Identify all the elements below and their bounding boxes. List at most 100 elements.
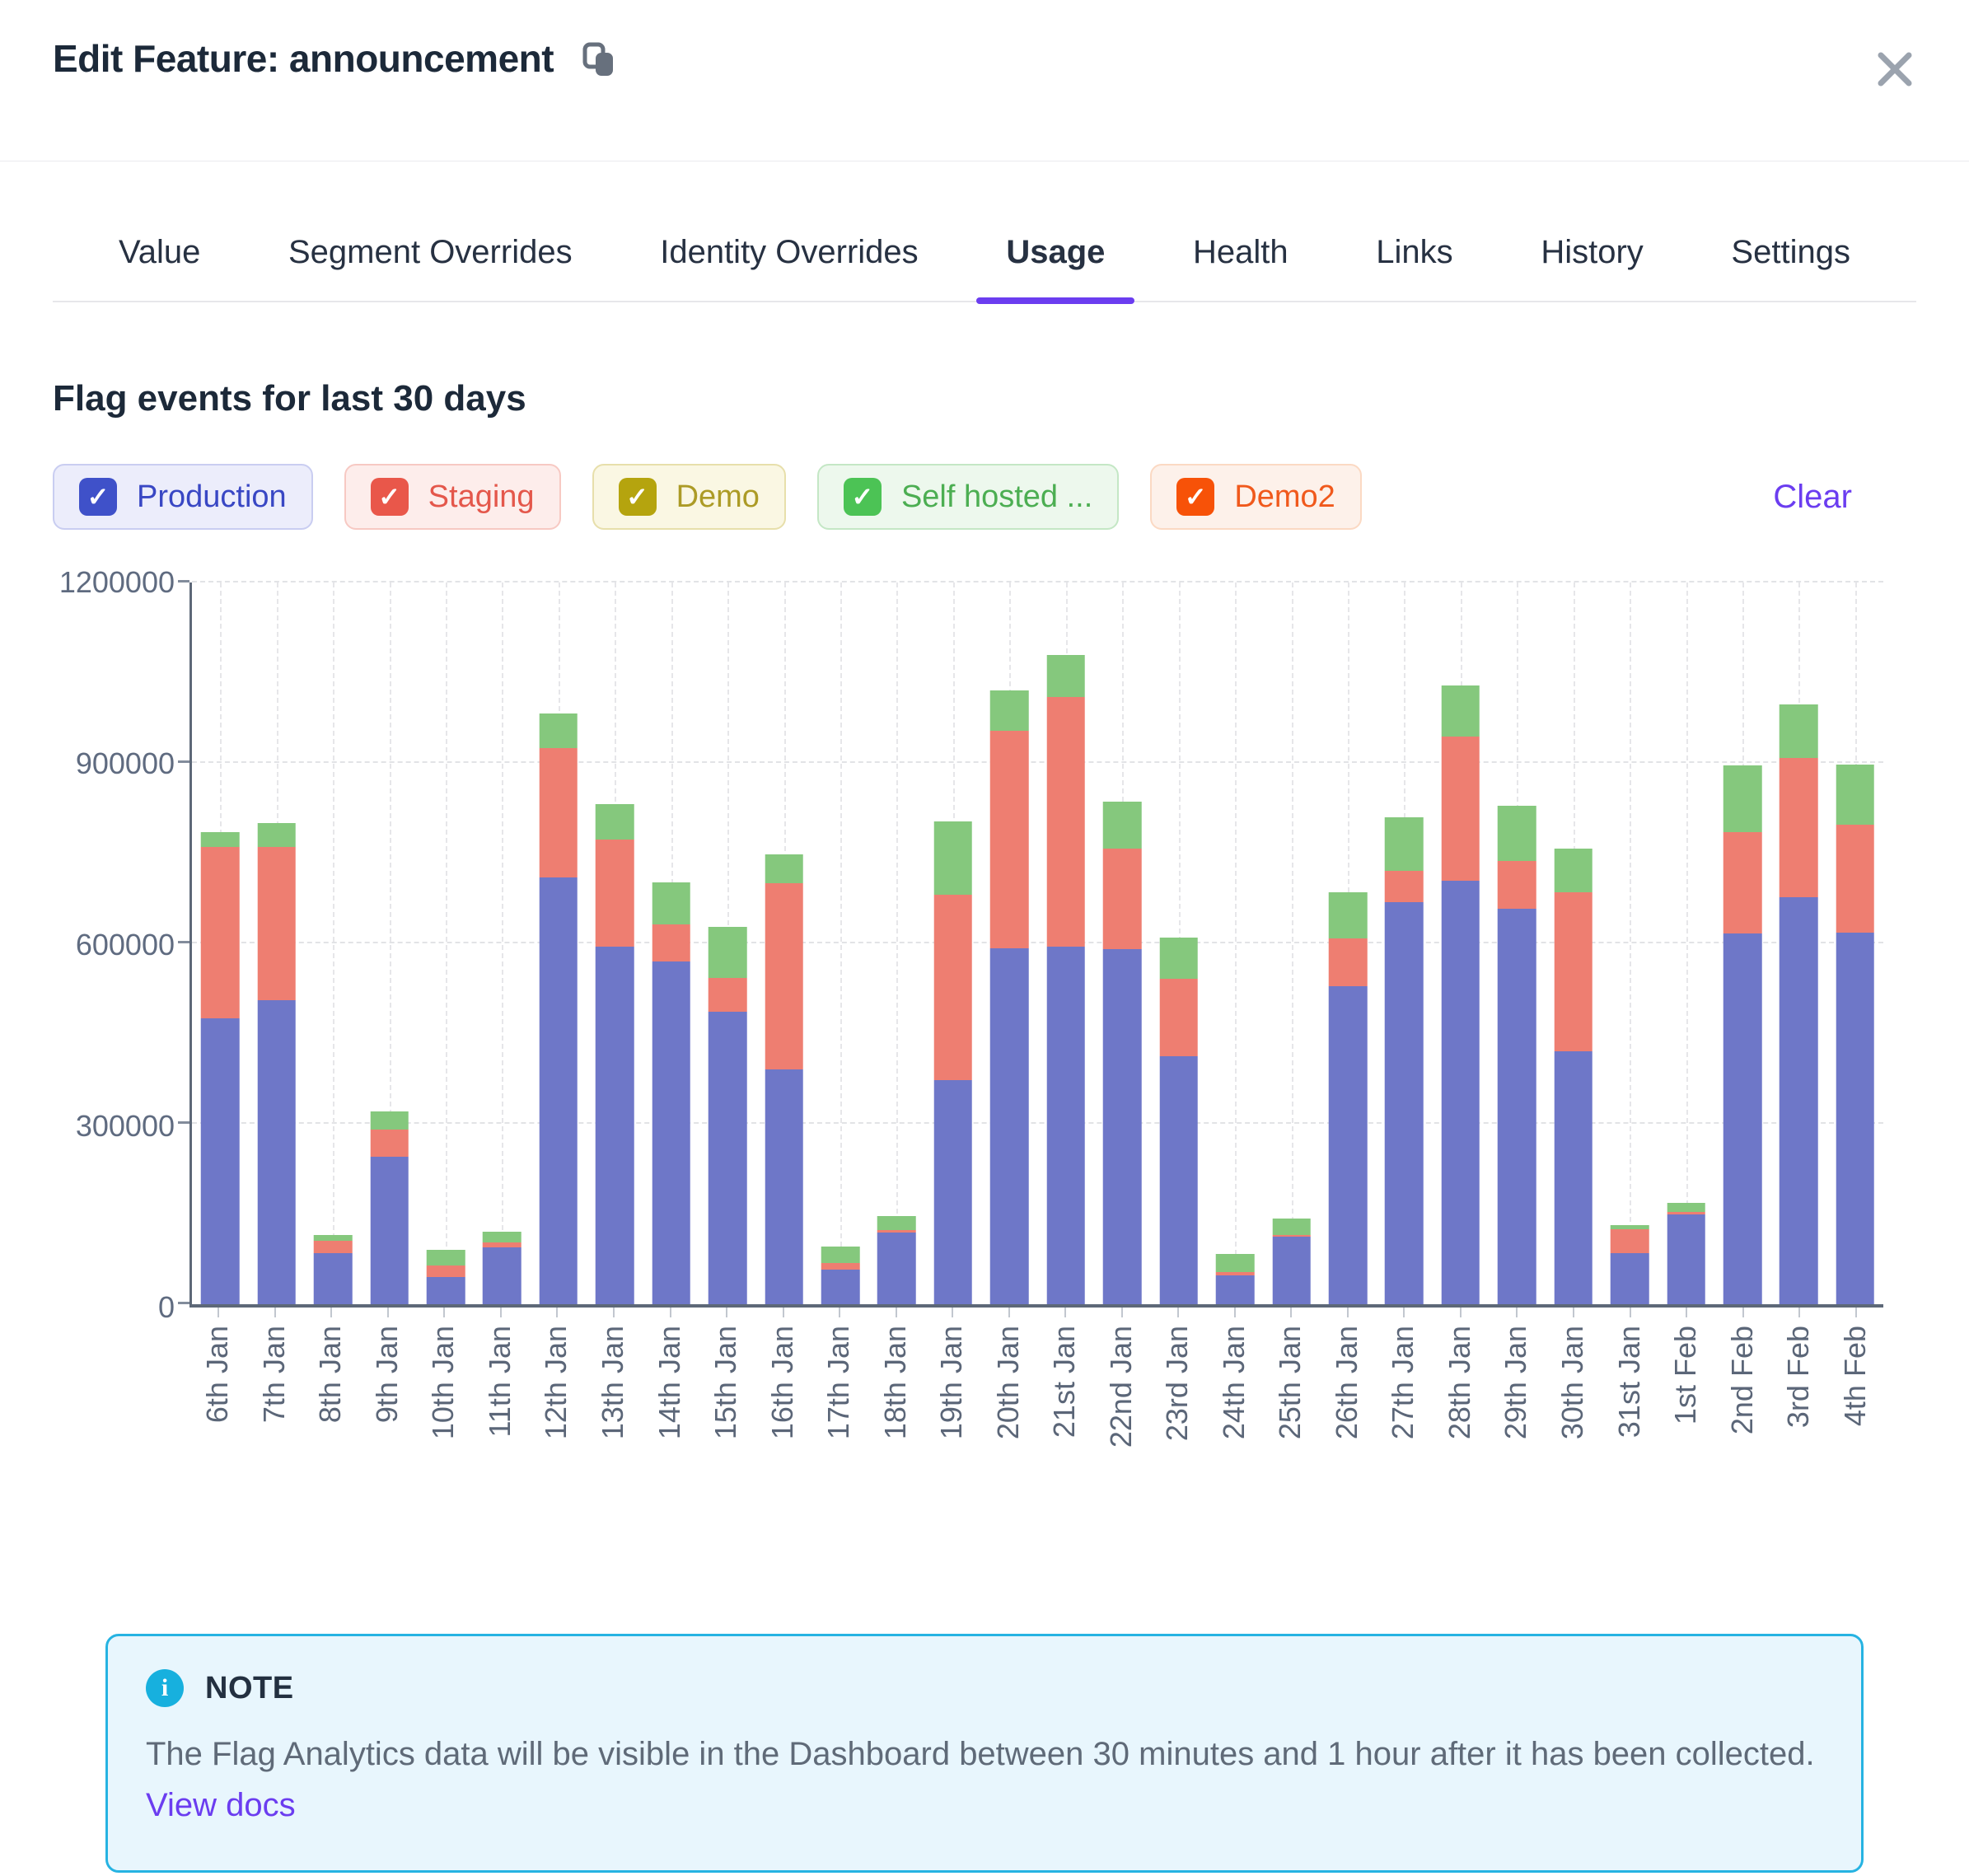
stacked-bar-9th-jan[interactable]: [370, 582, 409, 1304]
bar-segment-staging[interactable]: [708, 978, 747, 1012]
stacked-bar-2nd-feb[interactable]: [1723, 582, 1762, 1304]
bar-segment-self-hosted-[interactable]: [652, 882, 690, 925]
bar-segment-staging[interactable]: [1441, 736, 1480, 882]
stacked-bar-1st-feb[interactable]: [1667, 582, 1705, 1304]
bar-segment-production[interactable]: [1102, 949, 1142, 1304]
stacked-bar-4th-feb[interactable]: [1836, 582, 1875, 1304]
checkbox-checked-icon[interactable]: ✓: [618, 478, 657, 516]
stacked-bar-29th-jan[interactable]: [1498, 582, 1536, 1304]
stacked-bar-23rd-jan[interactable]: [1159, 582, 1198, 1304]
stacked-bar-12th-jan[interactable]: [539, 582, 578, 1304]
bar-segment-production[interactable]: [483, 1247, 521, 1304]
tab-health[interactable]: Health: [1193, 234, 1289, 270]
stacked-bar-28th-jan[interactable]: [1441, 582, 1480, 1304]
checkbox-checked-icon[interactable]: ✓: [843, 478, 882, 516]
stacked-bar-20th-jan[interactable]: [990, 582, 1029, 1304]
tab-history[interactable]: History: [1541, 234, 1644, 270]
bar-segment-production[interactable]: [652, 961, 690, 1304]
bar-segment-self-hosted-[interactable]: [1723, 765, 1762, 832]
env-filter-demo[interactable]: ✓ Demo: [592, 464, 786, 530]
bar-segment-production[interactable]: [539, 877, 578, 1304]
checkbox-checked-icon[interactable]: ✓: [1176, 478, 1215, 516]
bar-segment-self-hosted-[interactable]: [1272, 1218, 1311, 1236]
bar-segment-production[interactable]: [765, 1069, 803, 1304]
checkbox-checked-icon[interactable]: ✓: [79, 478, 117, 516]
bar-segment-production[interactable]: [1215, 1275, 1255, 1304]
bar-segment-self-hosted-[interactable]: [708, 927, 747, 979]
bar-segment-production[interactable]: [933, 1080, 973, 1304]
checkbox-checked-icon[interactable]: ✓: [370, 478, 409, 516]
bar-segment-staging[interactable]: [1554, 891, 1593, 1051]
bar-segment-staging[interactable]: [990, 730, 1029, 948]
bar-segment-staging[interactable]: [1610, 1228, 1649, 1253]
bar-segment-staging[interactable]: [1780, 758, 1818, 897]
bar-segment-production[interactable]: [990, 947, 1029, 1304]
tab-settings[interactable]: Settings: [1731, 234, 1850, 270]
bar-segment-staging[interactable]: [200, 847, 240, 1019]
stacked-bar-31st-jan[interactable]: [1610, 582, 1649, 1304]
bar-segment-production[interactable]: [877, 1233, 916, 1304]
bar-segment-self-hosted-[interactable]: [1667, 1203, 1705, 1213]
bar-segment-staging[interactable]: [426, 1265, 465, 1278]
stacked-bar-6th-jan[interactable]: [200, 582, 240, 1304]
stacked-bar-16th-jan[interactable]: [765, 582, 803, 1304]
bar-segment-self-hosted-[interactable]: [990, 690, 1029, 731]
tab-value[interactable]: Value: [119, 234, 201, 270]
tab-segment-overrides[interactable]: Segment Overrides: [288, 234, 573, 270]
bar-segment-self-hosted-[interactable]: [1328, 891, 1368, 939]
copy-feature-name-button[interactable]: [582, 41, 616, 82]
stacked-bar-27th-jan[interactable]: [1385, 582, 1424, 1304]
stacked-bar-25th-jan[interactable]: [1272, 582, 1311, 1304]
close-button[interactable]: [1873, 48, 1916, 93]
stacked-bar-30th-jan[interactable]: [1554, 582, 1593, 1304]
bar-segment-self-hosted-[interactable]: [539, 713, 578, 749]
bar-segment-self-hosted-[interactable]: [877, 1216, 916, 1231]
stacked-bar-21st-jan[interactable]: [1046, 582, 1086, 1304]
bar-segment-staging[interactable]: [483, 1242, 521, 1247]
bar-segment-self-hosted-[interactable]: [821, 1246, 860, 1264]
bar-segment-self-hosted-[interactable]: [313, 1235, 353, 1242]
stacked-bar-11th-jan[interactable]: [483, 582, 521, 1304]
bar-segment-self-hosted-[interactable]: [257, 823, 296, 848]
stacked-bar-26th-jan[interactable]: [1328, 582, 1368, 1304]
bar-segment-production[interactable]: [1498, 908, 1536, 1304]
bar-segment-self-hosted-[interactable]: [1498, 805, 1536, 862]
bar-segment-production[interactable]: [200, 1018, 240, 1304]
bar-segment-staging[interactable]: [821, 1263, 860, 1270]
bar-segment-production[interactable]: [708, 1011, 747, 1304]
bar-segment-production[interactable]: [1836, 932, 1875, 1304]
stacked-bar-10th-jan[interactable]: [426, 582, 465, 1304]
env-filter-production[interactable]: ✓ Production: [53, 464, 313, 530]
bar-segment-staging[interactable]: [370, 1130, 409, 1158]
bar-segment-staging[interactable]: [1385, 870, 1424, 903]
bar-segment-staging[interactable]: [1215, 1272, 1255, 1275]
bar-segment-self-hosted-[interactable]: [1159, 937, 1198, 980]
bar-segment-staging[interactable]: [1667, 1212, 1705, 1214]
stacked-bar-24th-jan[interactable]: [1215, 582, 1255, 1304]
stacked-bar-18th-jan[interactable]: [877, 582, 916, 1304]
bar-segment-production[interactable]: [1328, 985, 1368, 1304]
stacked-bar-3rd-feb[interactable]: [1780, 582, 1818, 1304]
bar-segment-self-hosted-[interactable]: [426, 1250, 465, 1265]
stacked-bar-19th-jan[interactable]: [933, 582, 973, 1304]
bar-segment-self-hosted-[interactable]: [370, 1111, 409, 1130]
bar-segment-staging[interactable]: [257, 847, 296, 1001]
bar-segment-self-hosted-[interactable]: [1780, 704, 1818, 759]
bar-segment-self-hosted-[interactable]: [1046, 654, 1086, 697]
bar-segment-staging[interactable]: [539, 748, 578, 877]
env-filter-staging[interactable]: ✓ Staging: [344, 464, 561, 530]
bar-segment-self-hosted-[interactable]: [1554, 848, 1593, 892]
stacked-bar-7th-jan[interactable]: [257, 582, 296, 1304]
view-docs-link[interactable]: View docs: [146, 1787, 296, 1823]
bar-segment-self-hosted-[interactable]: [1610, 1224, 1649, 1229]
bar-segment-staging[interactable]: [933, 894, 973, 1081]
stacked-bar-14th-jan[interactable]: [652, 582, 690, 1304]
bar-segment-self-hosted-[interactable]: [765, 854, 803, 884]
bar-segment-staging[interactable]: [1723, 831, 1762, 933]
stacked-bar-13th-jan[interactable]: [596, 582, 634, 1304]
clear-filters-link[interactable]: Clear: [1773, 478, 1852, 515]
bar-segment-production[interactable]: [313, 1252, 353, 1304]
bar-segment-staging[interactable]: [1328, 938, 1368, 986]
bar-segment-production[interactable]: [1046, 947, 1086, 1304]
bar-segment-staging[interactable]: [1836, 825, 1875, 933]
